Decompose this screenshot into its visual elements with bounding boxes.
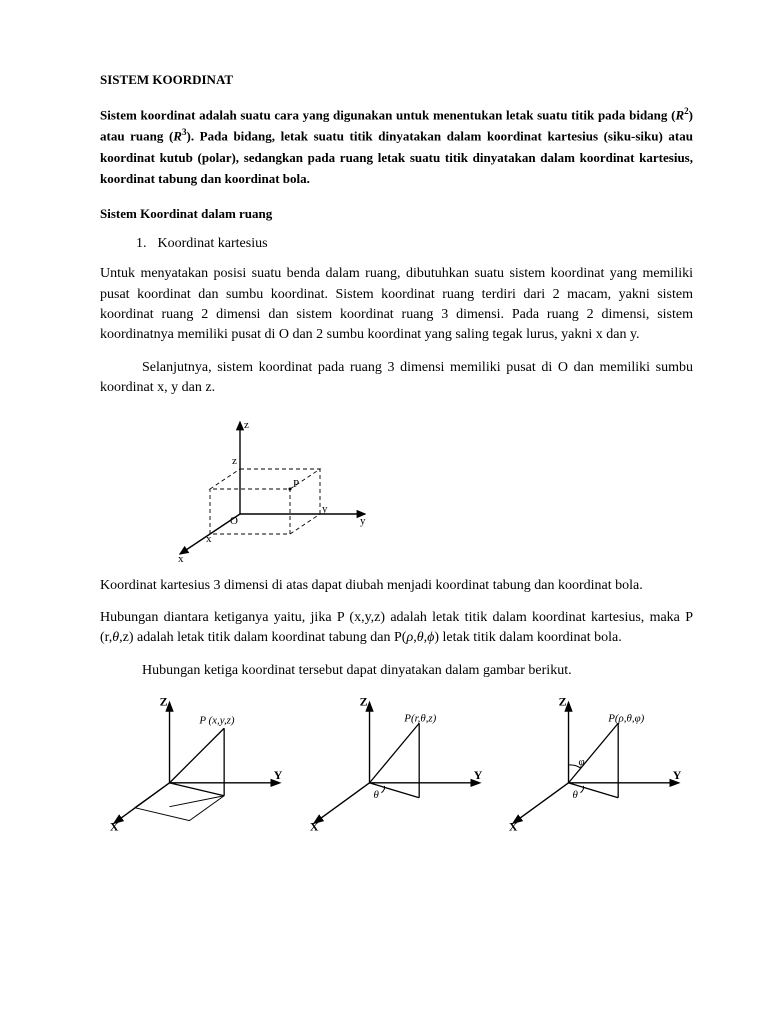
svg-text:P(ρ,θ,φ): P(ρ,θ,φ)	[608, 712, 645, 724]
subheading: Sistem Koordinat dalam ruang	[100, 204, 693, 224]
svg-text:x: x	[206, 533, 212, 545]
svg-text:X: X	[110, 819, 119, 832]
svg-text:y: y	[360, 515, 366, 527]
svg-text:Y: Y	[673, 768, 682, 782]
svg-text:φ: φ	[579, 756, 585, 768]
intro-paragraph: Sistem koordinat adalah suatu cara yang …	[100, 104, 693, 190]
document-page: SISTEM KOORDINAT Sistem koordinat adalah…	[0, 0, 768, 873]
svg-text:z: z	[244, 419, 249, 431]
svg-text:Z: Z	[559, 694, 567, 708]
svg-text:Z: Z	[359, 694, 367, 708]
figure-spherical: Z Y X P(ρ,θ,φ) φ θ	[499, 693, 693, 833]
list-item-1: 1. Koordinat kartesius	[136, 233, 693, 254]
paragraph-5: Hubungan ketiga koordinat tersebut dapat…	[100, 661, 693, 681]
svg-text:x: x	[178, 553, 184, 564]
figure-cartesian: Z Y X P (x,y,z)	[100, 693, 294, 833]
figure-row: Z Y X P (x,y,z) Z Y X P(r,θ,z	[100, 693, 693, 833]
svg-text:X: X	[509, 819, 518, 832]
paragraph-2: Selanjutnya, sistem koordinat pada ruang…	[100, 358, 693, 399]
svg-text:P(r,θ,z): P(r,θ,z)	[403, 712, 436, 724]
doc-title: SISTEM KOORDINAT	[100, 70, 693, 90]
paragraph-3: Koordinat kartesius 3 dimensi di atas da…	[100, 576, 693, 596]
paragraph-1: Untuk menyatakan posisi suatu benda dala…	[100, 264, 693, 345]
svg-text:O: O	[230, 515, 238, 527]
svg-text:P (x,y,z): P (x,y,z)	[198, 714, 235, 726]
svg-text:X: X	[310, 819, 319, 832]
svg-text:Y: Y	[274, 768, 283, 782]
svg-text:θ: θ	[373, 789, 379, 801]
figure-cylindrical: Z Y X P(r,θ,z) θ	[300, 693, 494, 833]
svg-text:y: y	[322, 503, 328, 515]
svg-text:z: z	[232, 455, 237, 467]
svg-text:θ: θ	[573, 789, 579, 801]
list-label: Koordinat kartesius	[158, 236, 268, 251]
paragraph-4: Hubungan diantara ketiganya yaitu, jika …	[100, 608, 693, 649]
svg-text:Y: Y	[473, 768, 482, 782]
svg-text:Z: Z	[160, 694, 168, 708]
figure-3d-cartesian: z y x O P z y x	[160, 414, 380, 564]
svg-text:P: P	[293, 478, 299, 490]
list-num: 1.	[136, 233, 154, 254]
